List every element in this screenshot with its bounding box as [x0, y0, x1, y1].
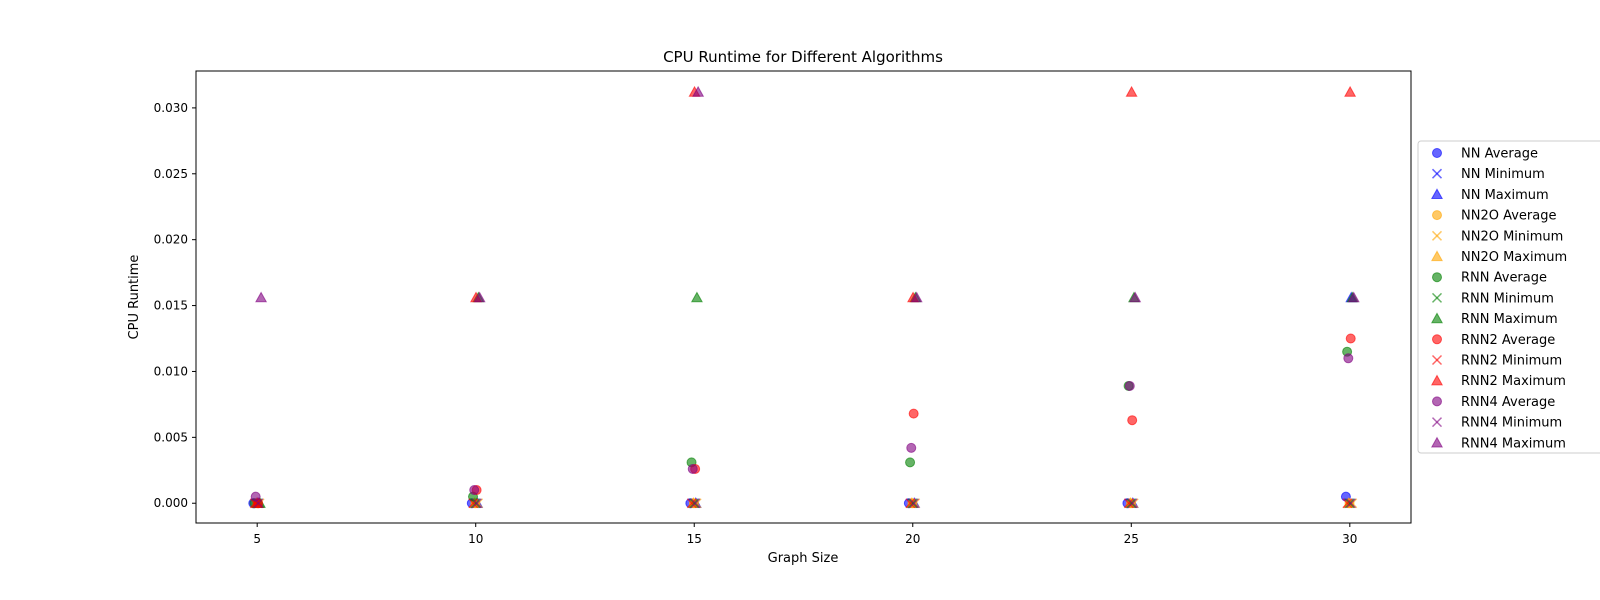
- legend-marker: [1431, 292, 1443, 303]
- x-axis: 5 10 15 20 25 30: [253, 523, 1357, 546]
- data-point: [1345, 498, 1357, 509]
- legend-marker: [1432, 148, 1442, 158]
- data-point: [255, 291, 268, 303]
- data-point: [1347, 291, 1360, 303]
- x-tick-label: 5: [253, 532, 261, 546]
- legend-label: RNN4 Average: [1461, 395, 1555, 410]
- legend-label: NN Maximum: [1461, 188, 1549, 203]
- data-point: [1123, 498, 1134, 509]
- x-tick-label: 20: [905, 532, 920, 546]
- plot-area: [195, 70, 1412, 524]
- legend-marker: [1431, 168, 1443, 179]
- x-tick-label: 15: [687, 532, 702, 546]
- legend-label: NN Minimum: [1461, 167, 1545, 182]
- data-point: [1344, 498, 1355, 509]
- y-axis-label: CPU Runtime: [127, 255, 142, 340]
- data-point: [906, 442, 917, 453]
- legend-marker: [1430, 374, 1444, 386]
- data-point: [905, 457, 916, 468]
- data-point: [1342, 498, 1353, 509]
- data-point: [473, 291, 486, 303]
- y-tick-label: 0.015: [154, 299, 188, 313]
- legend-label: NN Average: [1461, 147, 1538, 162]
- data-point: [1126, 498, 1137, 509]
- legend-marker: [1430, 250, 1444, 262]
- y-tick-label: 0.030: [154, 101, 188, 115]
- legend-label: RNN Minimum: [1461, 291, 1554, 306]
- y-tick-label: 0.010: [154, 364, 188, 378]
- data-point: [1125, 85, 1138, 97]
- data-point: [1344, 85, 1357, 97]
- data-point: [908, 498, 919, 509]
- legend-label: RNN4 Maximum: [1461, 436, 1566, 451]
- data-point: [253, 498, 264, 509]
- legend-frame: [1417, 140, 1600, 454]
- data-point: [1129, 291, 1142, 303]
- legend-label: RNN2 Average: [1461, 333, 1555, 348]
- data-point: [1127, 498, 1138, 509]
- data-point: [908, 408, 919, 419]
- x-axis-label: Graph Size: [768, 551, 839, 566]
- data-point: [686, 498, 697, 509]
- data-point: [469, 485, 480, 496]
- data-points: [248, 85, 1360, 509]
- legend-marker: [1432, 272, 1442, 283]
- x-tick-label: 30: [1342, 532, 1357, 546]
- y-tick-label: 0.020: [154, 233, 188, 247]
- y-tick-label: 0.000: [154, 496, 188, 510]
- data-point: [1127, 415, 1138, 426]
- y-tick-label: 0.025: [154, 167, 188, 181]
- data-point: [692, 85, 705, 97]
- legend-label: RNN Average: [1461, 271, 1547, 286]
- legend-marker: [1431, 230, 1443, 241]
- data-point: [470, 498, 481, 509]
- legend-marker: [1430, 436, 1444, 448]
- data-point: [690, 291, 703, 303]
- data-point: [907, 498, 918, 509]
- data-point: [689, 498, 700, 509]
- legend-label: RNN2 Maximum: [1461, 374, 1566, 389]
- data-point: [471, 498, 482, 509]
- legend-marker: [1432, 210, 1442, 221]
- legend-marker: [1431, 417, 1443, 428]
- data-point: [910, 291, 923, 303]
- legend-label: RNN2 Minimum: [1461, 354, 1562, 369]
- legend-label: RNN4 Minimum: [1461, 416, 1562, 431]
- y-tick-label: 0.005: [154, 430, 188, 444]
- legend-label: NN2O Minimum: [1461, 229, 1563, 244]
- legend-marker: [1432, 396, 1442, 407]
- data-point: [687, 463, 698, 474]
- legend-marker: [1431, 354, 1443, 366]
- legend-label: NN2O Average: [1461, 209, 1556, 224]
- legend-marker: [1430, 188, 1444, 200]
- legend: NN Average NN Minimum NN Maximum NN2O Avera…: [1417, 140, 1600, 454]
- legend-marker: [1430, 312, 1444, 324]
- y-axis: 0.000 0.005 0.010 0.015 0.020 0.025 0.030: [154, 101, 196, 510]
- data-point: [1343, 353, 1354, 364]
- data-point: [905, 498, 916, 509]
- data-point: [690, 498, 701, 509]
- legend-label: NN2O Maximum: [1461, 250, 1567, 265]
- legend-label: RNN Maximum: [1461, 312, 1558, 327]
- x-tick-label: 10: [468, 532, 483, 546]
- plot-frame: [195, 70, 1412, 524]
- data-point: [1124, 380, 1135, 391]
- x-tick-label: 25: [1124, 532, 1139, 546]
- data-point: [1345, 333, 1356, 344]
- data-point: [468, 498, 479, 509]
- chart-title: CPU Runtime for Different Algorithms: [663, 48, 943, 66]
- legend-marker: [1432, 334, 1442, 345]
